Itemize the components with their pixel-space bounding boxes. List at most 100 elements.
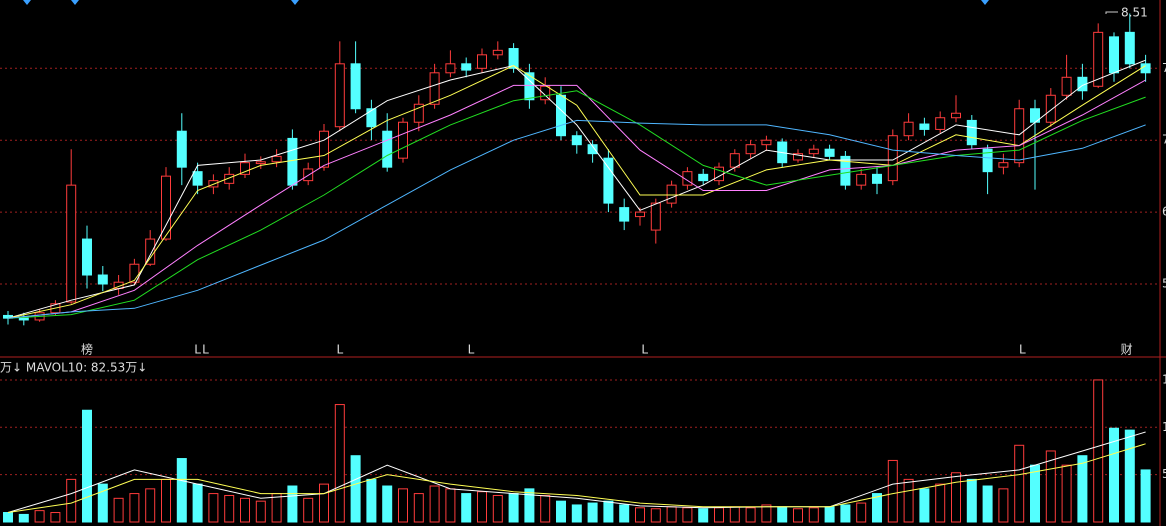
volume-bar [540, 494, 551, 523]
candle-body [319, 130, 329, 168]
volume-bar [808, 507, 819, 523]
candle-body [587, 144, 598, 155]
candle-body [1061, 76, 1072, 96]
candle-body [808, 148, 819, 155]
volume-bar [319, 483, 329, 523]
volume-bar [161, 478, 171, 523]
candle-body [682, 171, 693, 186]
volume-bar [413, 493, 424, 523]
volume-bar [761, 504, 772, 523]
volume-bar [698, 508, 709, 523]
candle-body [192, 171, 203, 186]
y-tick-label: 6.3 [1162, 205, 1166, 219]
volume-bar [840, 504, 851, 523]
candle-body [698, 173, 709, 182]
candle-body [982, 148, 993, 173]
max-label: 8.51 [1121, 6, 1148, 20]
candle-body [1124, 31, 1135, 65]
candle-body [18, 317, 29, 321]
volume-bar [887, 459, 898, 523]
candle-body [508, 48, 519, 69]
candle-body [745, 144, 756, 155]
candle-body [540, 85, 551, 101]
event-flag: L [336, 343, 343, 357]
volume-bar [951, 472, 961, 523]
candle-body [666, 184, 677, 204]
volume-bar [350, 455, 361, 523]
average-line [7, 443, 1146, 513]
y-tick-label: 7.1 [1162, 133, 1166, 147]
event-flag: L [468, 343, 475, 357]
volume-bar [508, 493, 519, 523]
candle-body [793, 153, 803, 161]
average-line [7, 65, 1146, 319]
candle-body [887, 135, 898, 182]
volume-bar [556, 500, 566, 523]
volume-bar [255, 500, 266, 523]
candle-body [650, 202, 661, 231]
volume-bar [287, 485, 298, 523]
event-flag: L [202, 343, 209, 357]
candle-body [461, 63, 472, 71]
candle-body [824, 148, 835, 157]
candle-body [919, 123, 930, 130]
candle-body [840, 155, 851, 186]
volume-label: 万↓ MAVOL10: 82.53万↓ [0, 361, 147, 375]
candle-body [161, 175, 171, 240]
volume-bar [603, 500, 614, 523]
candle-body [872, 173, 882, 184]
event-flag: 榜 [81, 342, 93, 357]
volume-bar [113, 497, 124, 523]
volume-bar [682, 507, 693, 523]
candle-body [334, 63, 345, 128]
volume-bar [382, 485, 393, 523]
volume-bar [129, 493, 140, 523]
volume-bar [587, 502, 598, 523]
candle-body [951, 112, 961, 119]
volume-bar [1077, 455, 1088, 523]
candle-body [903, 121, 914, 137]
candle-body [556, 94, 566, 137]
y-tick-label: 100 [1162, 420, 1166, 434]
candle-body [729, 153, 740, 168]
candle-body [619, 207, 630, 222]
volume-bar [477, 491, 487, 523]
candle-body [966, 119, 977, 146]
candle-body [761, 139, 772, 146]
volume-bar [1093, 379, 1104, 523]
volume-bar [1140, 469, 1151, 523]
candle-body [856, 173, 867, 186]
volume-bar [18, 513, 29, 523]
volume-bar [998, 488, 1009, 523]
volume-bar [1014, 444, 1025, 523]
volume-bar [50, 512, 61, 523]
candle-body [524, 72, 535, 101]
volume-bar [777, 506, 788, 523]
volume-bar [461, 493, 472, 523]
volume-bar [935, 483, 946, 523]
candle-body [176, 130, 187, 168]
volume-bar [571, 504, 582, 523]
volume-bar [1109, 427, 1119, 523]
volume-bar [192, 483, 203, 523]
volume-bar [176, 458, 187, 523]
event-flag: 财 [1121, 343, 1133, 357]
volume-bar [240, 497, 250, 523]
volume-bar [793, 508, 803, 523]
volume-bar [445, 488, 456, 523]
candle-body [82, 238, 92, 276]
candle-body [366, 108, 377, 128]
volume-bar [919, 488, 930, 523]
volume-bar [619, 504, 630, 523]
volume-bar [650, 508, 661, 523]
candle-body [1045, 94, 1056, 123]
volume-bar [666, 506, 677, 523]
volume-bar [966, 478, 977, 523]
event-flag: L [641, 343, 648, 357]
volume-bar [635, 507, 645, 523]
volume-bar [303, 497, 314, 523]
volume-bar [745, 507, 756, 523]
